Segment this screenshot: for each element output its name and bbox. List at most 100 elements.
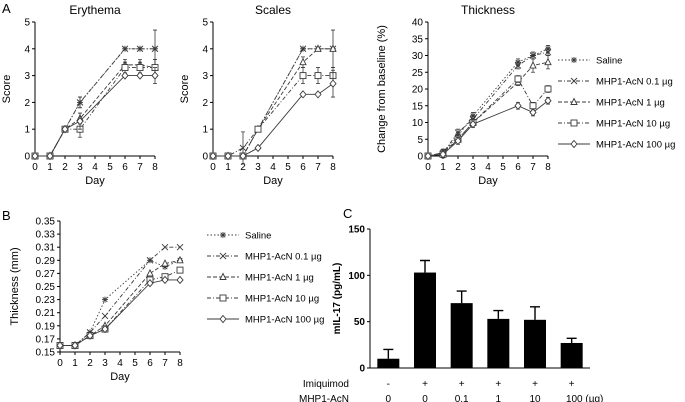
chart-erythema-xtick-label: 3	[77, 162, 83, 173]
chart-scales-xtick-label: 3	[255, 162, 261, 173]
chart-thickness-change-point-shape	[469, 119, 477, 129]
legend-marker-shape	[219, 314, 227, 324]
chart-il17-imiquimod-sign: +	[532, 379, 538, 390]
legend-label: MHP1-AcN 1 µg	[245, 273, 314, 284]
chart-thickness-change-series-line	[427, 78, 549, 157]
chart-scales-point	[299, 57, 307, 66]
chart-thickness-mm-point	[101, 312, 109, 320]
chart-thickness-change-point-shape	[454, 129, 462, 136]
chart-scales-xlabel: Day	[263, 175, 283, 187]
chart-erythema-point-shape	[136, 71, 144, 80]
legend-marker-shape	[219, 272, 227, 280]
chart-thickness-mm-ytick-label: 0.35	[36, 217, 56, 228]
chart-erythema-point	[31, 151, 39, 161]
chart-thickness-change-point-shape	[544, 96, 552, 105]
chart-thickness-mm-xtick-label: 4	[117, 358, 123, 369]
chart-erythema-point	[136, 71, 144, 80]
chart-thickness-change-point-shape	[514, 75, 522, 83]
chart-erythema-point-shape	[136, 45, 144, 53]
legend-marker-shape	[219, 294, 227, 302]
chart-thickness-mm-ytick-label: 0.15	[36, 348, 56, 359]
chart-erythema-point	[61, 125, 69, 134]
chart-scales-point-shape	[314, 72, 322, 80]
chart-thickness-change-point	[424, 151, 432, 161]
chart-thickness-change-point	[544, 57, 552, 66]
chart-thickness-mm-point	[101, 324, 109, 334]
chart-erythema-ytick-label: 4	[24, 44, 30, 55]
legend-marker-shape	[570, 119, 578, 127]
legend-marker-shape	[571, 57, 577, 63]
chart-thickness-mm-xtick-label: 1	[72, 358, 78, 369]
chart-scales-point-shape	[299, 57, 307, 66]
chart-il17-imiquimod-sign: -	[387, 379, 390, 390]
chart-erythema-point	[76, 116, 84, 126]
chart-il17-bar	[450, 303, 473, 368]
chart-scales-xtick-label: 1	[225, 162, 231, 173]
chart-scales-point-shape	[209, 151, 217, 161]
chart-thickness-mm-point	[56, 341, 64, 350]
chart-scales-ytick-label: 5	[202, 18, 208, 29]
chart-thickness-change-xtick-label: 8	[545, 162, 551, 173]
chart-scales-point	[299, 45, 307, 53]
legend-marker	[219, 294, 227, 302]
chart-thickness-change-point	[544, 85, 552, 93]
chart-scales-point	[239, 151, 247, 161]
chart-erythema-xtick-label: 8	[152, 162, 158, 173]
legend-marker-shape	[570, 97, 578, 105]
chart-il17-ytick-label: 0	[359, 364, 365, 375]
chart-il17-error-bar	[566, 337, 577, 343]
chart-thickness-mm-point	[176, 275, 184, 285]
chart-il17-imiquimod-sign: +	[422, 379, 428, 390]
chart-scales-ytick-label: 0	[202, 152, 208, 163]
chart-scales-ytick-label: 2	[202, 98, 208, 109]
chart-erythema-point-shape	[61, 125, 69, 134]
chart-erythema-point	[151, 71, 159, 80]
chart-erythema-point-shape	[151, 45, 159, 53]
chart-erythema-xtick-label: 2	[62, 162, 68, 173]
legend-label: MHP1-AcN 1 µg	[596, 98, 665, 109]
chart-il17-error-bar	[383, 348, 394, 359]
chart-scales-point-shape	[329, 44, 337, 52]
chart-scales-point	[314, 72, 322, 80]
chart-thickness-change-point-shape	[529, 52, 537, 59]
chart-scales-point	[299, 72, 307, 80]
chart-scales-point-shape	[254, 125, 262, 133]
chart-scales-point	[209, 151, 217, 161]
chart-thickness-mm-ylabel: Thickness (mm)	[9, 247, 21, 325]
legend-label: MHP1-AcN 0.1 µg	[245, 252, 322, 263]
legend-label: MHP1-AcN 0.1 µg	[596, 77, 673, 88]
chart-thickness-mm-xtick-label: 5	[132, 358, 138, 369]
chart-il17-bar	[524, 319, 546, 368]
chart-thickness-mm-ytick-label: 0.31	[36, 243, 56, 254]
chart-thickness-change-point	[439, 150, 447, 159]
chart-thickness-change-title: Thickness	[461, 3, 515, 17]
chart-thickness-mm-series-line	[60, 279, 180, 346]
legend-marker	[219, 314, 227, 324]
chart-thickness-change-ytick-label: 40	[412, 18, 424, 29]
chart-thickness-mm-xlabel: Day	[110, 371, 130, 383]
chart-thickness-change-ytick-label: 20	[412, 85, 424, 96]
chart-thickness-mm-point-shape	[101, 312, 109, 320]
chart-erythema-point-shape	[121, 45, 129, 53]
chart-erythema-xtick-label: 5	[107, 162, 113, 173]
chart-il17: 0 50 100 150 mIL-17 (pg/mL) - 0 +0 +0.1 +1 +10 +100…	[299, 225, 603, 402]
legend-marker	[570, 139, 578, 149]
chart-thickness-mm-point-shape	[146, 268, 154, 277]
chart-il17-error-bar	[420, 259, 430, 273]
chart-erythema-point-shape	[76, 99, 84, 106]
chart-erythema-point-shape	[151, 71, 159, 80]
legend-marker	[220, 232, 226, 238]
chart-scales-point	[299, 90, 307, 99]
chart-thickness-mm-point-shape	[102, 296, 108, 303]
chart-thickness-mm-point-shape	[56, 341, 64, 350]
chart-thickness-mm-point	[176, 266, 184, 274]
legend-marker-shape	[570, 77, 578, 85]
chart-thickness-change-point-shape	[529, 102, 537, 110]
legend-label: MHP1-AcN 100 µg	[596, 140, 675, 151]
chart-scales-series-line	[213, 75, 333, 157]
chart-thickness-change-xtick-label: 2	[455, 162, 461, 173]
chart-thickness-change-xtick-label: 1	[440, 162, 446, 173]
chart-thickness-mm-ytick-label: 0.19	[36, 321, 56, 332]
chart-il17-bar	[414, 272, 436, 368]
chart-il17-imiquimod-sign: +	[569, 379, 575, 390]
